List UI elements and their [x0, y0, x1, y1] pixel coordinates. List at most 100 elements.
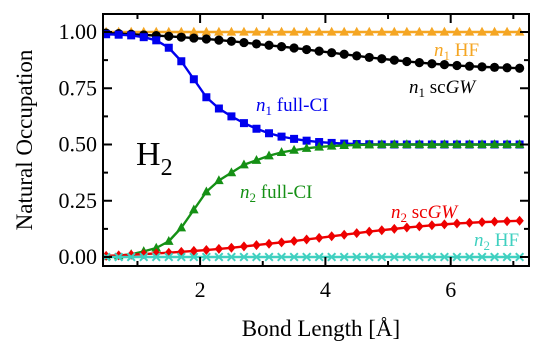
- data-point: [515, 215, 524, 226]
- data-point: [226, 167, 237, 177]
- data-point: [339, 229, 349, 240]
- data-point: [427, 59, 437, 69]
- series-label-3: n2 full-CI: [240, 182, 312, 205]
- data-point: [302, 136, 311, 145]
- data-point: [326, 26, 337, 36]
- y-tick-label: 0.75: [59, 75, 98, 100]
- label-sub: 2: [484, 238, 491, 253]
- data-point: [277, 252, 287, 262]
- data-point: [427, 220, 437, 231]
- data-point: [439, 252, 449, 262]
- label-sub: 1: [266, 103, 273, 118]
- label-sub: 2: [250, 190, 257, 205]
- data-point: [301, 143, 312, 152]
- series-label-5: n2 HF: [474, 230, 519, 253]
- data-point: [452, 218, 462, 229]
- x-tick-label: 4: [320, 277, 331, 302]
- data-point: [252, 124, 261, 133]
- data-point: [152, 248, 161, 259]
- molecule-base: H: [136, 136, 161, 173]
- data-point: [264, 252, 274, 262]
- data-point: [339, 252, 349, 262]
- molecule-subscript: 2: [161, 155, 173, 181]
- data-point: [139, 33, 148, 42]
- data-point: [277, 237, 286, 248]
- data-point: [402, 26, 412, 36]
- data-point: [402, 252, 412, 262]
- series-layer: [103, 26, 525, 262]
- data-point: [251, 155, 262, 164]
- data-point: [352, 228, 361, 239]
- data-point: [251, 252, 261, 262]
- data-point: [301, 26, 312, 36]
- series-label-1: n1 scGW: [409, 77, 477, 100]
- data-point: [264, 150, 274, 160]
- data-point: [352, 252, 362, 262]
- data-point: [239, 26, 249, 36]
- data-point: [114, 252, 124, 262]
- data-point: [314, 141, 324, 151]
- data-point: [502, 63, 512, 73]
- label-var: n: [391, 202, 401, 223]
- data-point: [352, 51, 362, 61]
- data-point: [289, 43, 299, 53]
- x-tick-label: 6: [445, 277, 456, 302]
- data-point: [189, 75, 198, 84]
- data-point: [226, 26, 237, 36]
- data-point: [376, 26, 387, 36]
- x-tick-label: 2: [195, 277, 206, 302]
- data-point: [514, 26, 525, 36]
- data-point: [126, 252, 136, 262]
- data-point: [390, 223, 399, 234]
- y-tick-label: 0.25: [59, 188, 98, 213]
- data-point: [189, 245, 199, 256]
- data-point: [289, 26, 299, 36]
- label-var: n: [256, 95, 266, 116]
- data-point: [201, 186, 212, 196]
- label-var: n: [474, 230, 484, 251]
- data-point: [201, 252, 211, 262]
- data-point: [414, 58, 424, 68]
- data-point: [151, 242, 162, 252]
- data-point: [239, 159, 249, 169]
- data-point: [489, 26, 500, 36]
- data-point: [326, 140, 337, 150]
- data-point: [477, 217, 487, 228]
- data-point: [439, 26, 450, 36]
- data-point: [402, 56, 412, 67]
- axis-layer: 2 4 6 0.00 0.25 0.50 0.75 1.00 Bond Length [Å] Na…: [12, 13, 530, 341]
- data-point: [202, 93, 211, 102]
- data-point: [464, 139, 475, 149]
- y-tick-label: 1.00: [59, 19, 98, 44]
- data-point: [252, 240, 261, 251]
- data-point: [339, 26, 349, 36]
- data-point: [289, 236, 299, 247]
- data-point: [464, 61, 475, 71]
- data-point: [214, 26, 224, 36]
- data-point: [377, 252, 387, 262]
- data-point: [502, 216, 512, 227]
- data-point: [377, 54, 387, 64]
- data-point: [227, 242, 236, 253]
- data-point: [327, 48, 337, 58]
- data-point: [464, 26, 475, 36]
- data-point: [489, 139, 500, 149]
- data-point: [201, 34, 211, 44]
- data-point: [302, 252, 312, 262]
- data-point: [389, 26, 400, 36]
- data-point: [314, 26, 324, 36]
- data-point: [239, 37, 249, 48]
- label-var: n: [240, 182, 250, 203]
- data-point: [377, 225, 386, 236]
- data-point: [214, 104, 223, 113]
- label-sub: 2: [401, 210, 408, 225]
- data-point: [289, 252, 299, 262]
- data-point: [189, 26, 199, 36]
- data-point: [351, 139, 362, 149]
- data-point: [440, 219, 449, 230]
- data-point: [264, 238, 274, 249]
- data-point: [452, 139, 462, 149]
- data-point: [189, 204, 199, 214]
- data-point: [152, 36, 161, 45]
